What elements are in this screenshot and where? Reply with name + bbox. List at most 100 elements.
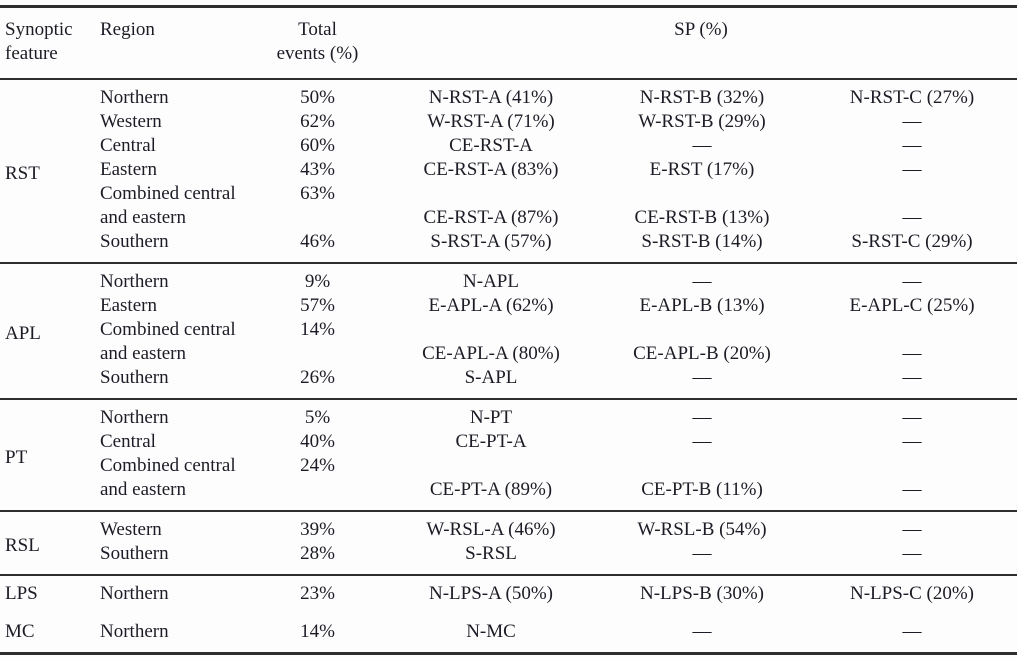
header-text: events (%) (276, 43, 359, 64)
table-row: Central 40% CE-PT-A — — (0, 430, 1017, 454)
sp-cell-c (807, 454, 1017, 478)
sp-cell-b: CE-RST-B (13%) (634, 207, 770, 228)
table-row: Central 60% CE-RST-A — — (0, 134, 1017, 158)
col-header-synoptic-feature: Synoptic feature (0, 7, 95, 80)
total-cell: 63% (300, 183, 335, 204)
sp-cell-b (597, 182, 807, 206)
total-cell: 46% (300, 231, 335, 252)
feature-cell: LPS (5, 583, 38, 604)
table-row: PT Northern 5% N-PT — — (0, 399, 1017, 468)
header-row: Synoptic feature Region Total events (%)… (0, 7, 1017, 80)
sp-cell-b: N-RST-B (32%) (639, 87, 765, 108)
sp-cell-a: N-RST-A (41%) (428, 87, 554, 108)
sp-cell-a (385, 454, 597, 478)
sp-cell-a: S-RST-A (57%) (430, 231, 552, 252)
table-row: RST Northern 50% N-RST-A (41%) N-RST-B (… (0, 79, 1017, 184)
sp-cell-b: — (692, 367, 712, 388)
sp-cell-b: — (692, 431, 712, 452)
sp-cell-a: CE-RST-A (83%) (423, 159, 559, 180)
sp-cell-c: N-LPS-C (20%) (849, 583, 975, 604)
sp-cell-c: — (902, 111, 922, 132)
total-cell: 9% (304, 271, 331, 292)
sp-cell-b: E-APL-B (13%) (639, 295, 765, 316)
group-apl: APL Northern 9% N-APL — — Eastern 57% E-… (0, 263, 1017, 399)
sp-cell-a: N-PT (469, 407, 513, 428)
region-cell: Northern (100, 621, 169, 642)
region-cell: Western (100, 111, 162, 132)
sp-cell-b: — (692, 621, 712, 642)
region-cell: Central (100, 431, 156, 452)
col-header-sp: SP (%) (674, 19, 728, 40)
region-cell: Northern (100, 583, 169, 604)
region-cell: Southern (100, 543, 169, 564)
table-row: APL Northern 9% N-APL — — (0, 263, 1017, 344)
group-rst: RST Northern 50% N-RST-A (41%) N-RST-B (… (0, 79, 1017, 263)
region-cell: and eastern (100, 343, 186, 364)
sp-cell-a: N-LPS-A (50%) (428, 583, 554, 604)
sp-cell-b: W-RSL-B (54%) (637, 519, 767, 540)
total-cell (250, 206, 385, 230)
table-row: MC Northern 14% N-MC — — (0, 614, 1017, 654)
sp-cell-a (385, 318, 597, 342)
sp-cell-b: — (692, 135, 712, 156)
group-lps: LPS Northern 23% N-LPS-A (50%) N-LPS-B (… (0, 575, 1017, 614)
header-text: Total (298, 19, 337, 40)
total-cell: 14% (300, 621, 335, 642)
sp-cell-a: W-RST-A (71%) (427, 111, 555, 132)
region-cell: Combined central (100, 183, 236, 204)
sp-cell-c (807, 182, 1017, 206)
sp-cell-c: — (902, 343, 922, 364)
region-cell: Northern (100, 87, 169, 108)
total-cell: 28% (300, 543, 335, 564)
total-cell: 14% (300, 319, 335, 340)
sp-cell-c: N-RST-C (27%) (849, 87, 975, 108)
table-row: Combined central 24% (0, 454, 1017, 478)
group-mc: MC Northern 14% N-MC — — (0, 614, 1017, 654)
table-row: and eastern CE-PT-A (89%) CE-PT-B (11%) … (0, 478, 1017, 511)
header-text: feature (5, 43, 58, 64)
sp-cell-c: — (902, 367, 922, 388)
sp-cell-c: — (902, 135, 922, 156)
sp-cell-b: CE-PT-B (11%) (641, 479, 763, 500)
sp-cell-a: CE-APL-A (80%) (422, 343, 560, 364)
sp-cell-b (597, 454, 807, 478)
sp-cell-a: CE-PT-A (455, 431, 527, 452)
total-cell: 40% (300, 431, 335, 452)
sp-cell-b: S-RST-B (14%) (641, 231, 763, 252)
sp-cell-a: S-APL (464, 367, 518, 388)
sp-cell-b: W-RST-B (29%) (638, 111, 766, 132)
sp-cell-c: — (902, 621, 922, 642)
region-cell: and eastern (100, 207, 186, 228)
total-cell: 43% (300, 159, 335, 180)
sp-cell-a: CE-RST-A (449, 135, 533, 156)
region-cell: Central (100, 135, 156, 156)
table-row: Eastern 57% E-APL-A (62%) E-APL-B (13%) … (0, 294, 1017, 318)
sp-cell-b (597, 318, 807, 342)
region-cell: Northern (100, 407, 169, 428)
region-cell: Combined central (100, 455, 236, 476)
group-pt: PT Northern 5% N-PT — — Central 40% CE-P… (0, 399, 1017, 511)
sp-cell-b: CE-APL-B (20%) (633, 343, 771, 364)
sp-cell-c: S-RST-C (29%) (851, 231, 973, 252)
total-cell (250, 342, 385, 366)
sp-cell-c: — (902, 159, 922, 180)
table-row: Combined central 14% (0, 318, 1017, 342)
table-row: and eastern CE-RST-A (87%) CE-RST-B (13%… (0, 206, 1017, 230)
region-cell: Southern (100, 231, 169, 252)
table-row: Western 62% W-RST-A (71%) W-RST-B (29%) … (0, 110, 1017, 134)
sp-cell-c (807, 318, 1017, 342)
sp-cell-a: S-RSL (465, 543, 517, 564)
feature-cell: MC (5, 621, 35, 642)
table-row: Southern 28% S-RSL — — (0, 542, 1017, 575)
region-cell: and eastern (100, 479, 186, 500)
table-row: RSL Western 39% W-RSL-A (46%) W-RSL-B (5… (0, 511, 1017, 556)
sp-cell-c: — (902, 519, 922, 540)
total-cell (250, 478, 385, 511)
group-rsl: RSL Western 39% W-RSL-A (46%) W-RSL-B (5… (0, 511, 1017, 575)
region-cell: Southern (100, 367, 169, 388)
table-row: Southern 46% S-RST-A (57%) S-RST-B (14%)… (0, 230, 1017, 263)
table-row: Combined central 63% (0, 182, 1017, 206)
sp-cell-a: W-RSL-A (46%) (426, 519, 556, 540)
header-text: Synoptic (5, 19, 73, 40)
